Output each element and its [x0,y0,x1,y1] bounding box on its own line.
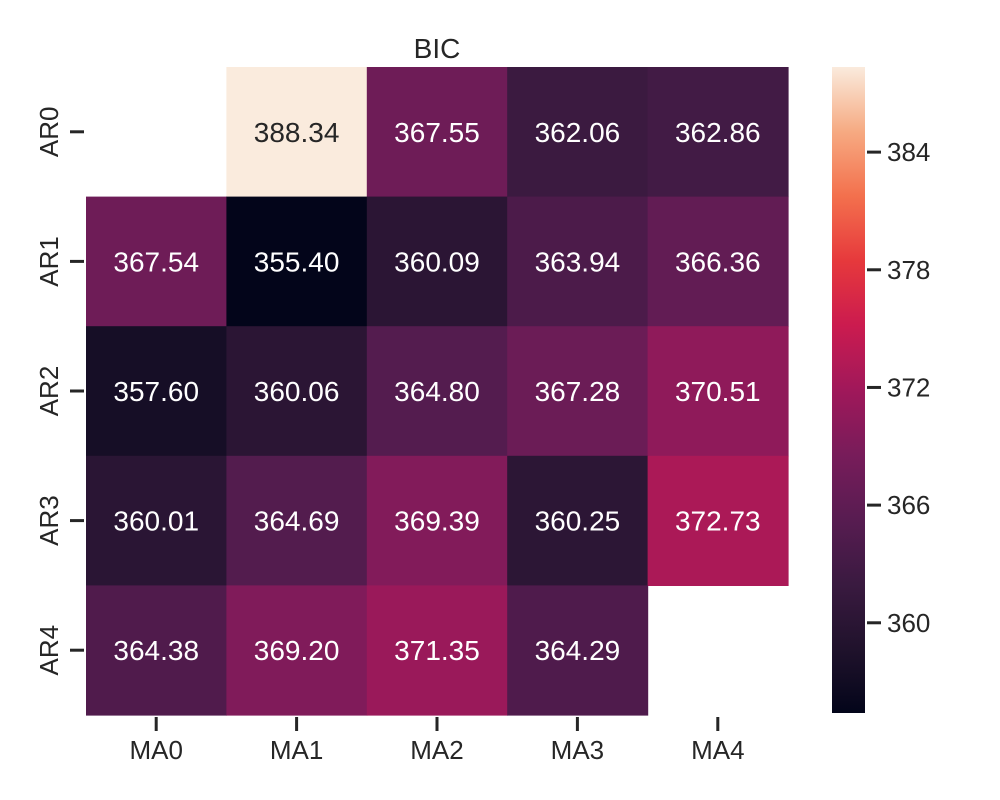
y-tick-label: AR3 [34,495,64,546]
heatmap-cell [86,585,227,716]
cell-value-label: 364.38 [113,635,199,666]
x-tick-label: MA0 [129,735,182,765]
cell-value-label: 369.20 [254,635,340,666]
heatmap-cell [366,196,508,327]
heatmap-cell [226,67,368,198]
cell-value-label: 362.06 [535,117,621,148]
heatmap-cell [507,326,649,457]
cell-value-label: 360.06 [254,376,340,407]
cell-value-label: 360.09 [394,246,480,277]
heatmap-cells: 388.34 367.55 362.06 362.86 367.54 355.40 360.… [86,67,789,716]
x-axis-ticks: MA0 MA1 MA2 MA3 MA4 [129,717,745,765]
heatmap-cell [647,196,789,327]
cell-value-label: 367.28 [535,376,621,407]
cell-value-label: 357.60 [113,376,199,407]
x-tick-label: MA3 [551,735,604,765]
heatmap-cell [86,326,227,457]
heatmap-cell [86,196,227,327]
y-tick-label: AR2 [34,366,64,417]
cell-value-label: 366.36 [675,246,761,277]
cell-value-label: 369.39 [394,506,480,537]
cell-value-label: 362.86 [675,117,761,148]
heatmap-cell [226,196,368,327]
cell-value-label: 367.55 [394,117,480,148]
heatmap-cell [366,326,508,457]
cell-value-label: 360.25 [535,506,621,537]
heatmap-cell [647,67,789,198]
heatmap-cell [226,326,368,457]
heatmap-cell [507,67,649,198]
heatmap-cell [507,196,649,327]
cell-value-label: 363.94 [535,246,621,277]
heatmap-cell [507,455,649,586]
cell-value-label: 367.54 [113,246,199,277]
cell-value-label: 364.80 [394,376,480,407]
colorbar-tick-label: 360 [887,608,930,638]
cell-value-label: 364.29 [535,635,621,666]
colorbar [832,67,865,713]
heatmap-cell [226,585,368,716]
cell-value-label: 364.69 [254,506,340,537]
x-tick-label: MA2 [410,735,463,765]
cell-value-label: 355.40 [254,246,340,277]
chart-title: BIC [414,33,461,64]
x-tick-label: MA1 [270,735,323,765]
heatmap-cell [86,455,227,586]
colorbar-ticks: 360 366 372 378 384 [867,137,930,638]
heatmap-cell [226,455,368,586]
cell-value-label: 388.34 [254,117,340,148]
heatmap-cell [647,455,789,586]
cell-value-label: 372.73 [675,506,761,537]
heatmap-cell [366,67,508,198]
x-tick-label: MA4 [691,735,744,765]
y-tick-label: AR1 [34,236,64,287]
y-tick-label: AR0 [34,107,64,158]
colorbar-tick-label: 384 [887,137,930,167]
y-axis-ticks: AR0 AR1 AR2 AR3 AR4 [34,107,84,676]
colorbar-tick-label: 366 [887,490,930,520]
y-tick-label: AR4 [34,625,64,676]
colorbar-tick-label: 372 [887,372,930,402]
cell-value-label: 360.01 [113,506,199,537]
cell-value-label: 370.51 [675,376,761,407]
heatmap-cell [366,585,508,716]
cell-value-label: 371.35 [394,635,480,666]
heatmap-cell [507,585,649,716]
heatmap-cell [366,455,508,586]
heatmap-cell [647,326,789,457]
colorbar-tick-label: 378 [887,255,930,285]
